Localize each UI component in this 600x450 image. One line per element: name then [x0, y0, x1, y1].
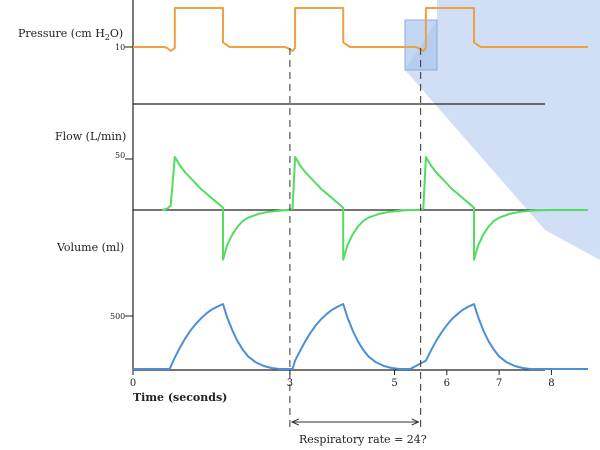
x-tick-group: 0 3 5 6 7 8: [130, 370, 555, 389]
x-tick-label: 0: [130, 378, 136, 389]
respiratory-rate-annotation: Respiratory rate = 24?: [299, 433, 427, 446]
flow-panel-label: Flow (L/min): [55, 130, 126, 143]
x-tick-label: 6: [444, 378, 450, 389]
x-tick-label: 8: [548, 378, 554, 389]
volume-panel-label: Volume (ml): [56, 241, 124, 254]
x-tick-label: 5: [391, 378, 397, 389]
flow-waveform-line: [161, 156, 588, 261]
pressure-tick-label: 10: [115, 43, 125, 52]
pressure-panel-label: Pressure (cm H2O): [18, 27, 123, 42]
x-tick-label: 3: [287, 378, 293, 389]
pressure-waveform-line: [133, 7, 588, 52]
zoom-highlight-cone: [405, 0, 600, 260]
dashed-marker-group: [289, 48, 422, 430]
volume-tick-label: 500: [110, 312, 125, 321]
volume-waveform-line: [133, 303, 588, 370]
x-axis-label: Time (seconds): [133, 391, 227, 404]
x-tick-label: 7: [496, 378, 502, 389]
waveform-series-group: [133, 7, 588, 370]
flow-tick-label: 50: [115, 151, 125, 160]
